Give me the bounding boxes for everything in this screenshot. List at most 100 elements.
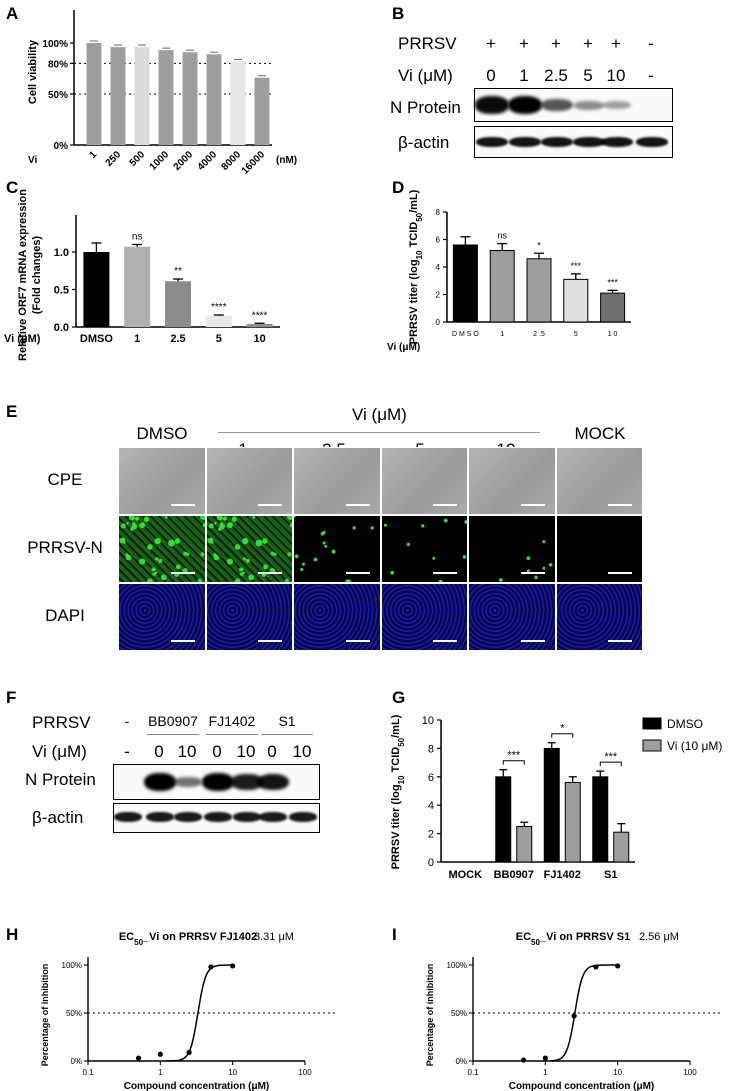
panel-d-ytick-label: 8 [436, 208, 441, 217]
panel-f-actin-band [174, 812, 202, 822]
panel-e-scale-bar [345, 504, 370, 506]
panel-b-band1-label: N Protein [390, 98, 461, 117]
panel-h-xtick-label: 0.1 [82, 1068, 94, 1077]
panel-h-data-point [135, 1055, 142, 1061]
panel-d-chart: 8 6 4 2 0 PRRSV titer (log10 TCID50/mL) D M S … [387, 189, 631, 353]
panel-f-actin-band [289, 812, 317, 822]
panel-g-ytick-label: 6 [428, 772, 434, 784]
panel-h-data-point [230, 963, 236, 969]
panel-c-bar [205, 315, 232, 327]
panel-b-band2-label: β-actin [398, 133, 450, 152]
panel-g-sig-bracket [599, 761, 622, 767]
panel-d-xtick-label: 5 [574, 331, 578, 338]
panel-letter-a: A [6, 4, 19, 23]
panel-c-chart: 1.0 0.5 0.0 Relative ORF7 mRNA expression (F… [4, 189, 280, 361]
panel-b-n-band [508, 96, 542, 114]
panel-g-sig-label: * [560, 723, 565, 735]
panel-f-strain-label: BB0907 [148, 713, 198, 729]
panel-e-row-label: DAPI [45, 606, 85, 625]
panel-e-scale-bar [608, 504, 632, 506]
panel-g-ytick-label: 2 [428, 829, 434, 841]
panel-i-xtick-label: 0.1 [467, 1068, 479, 1077]
panel-a-bar [158, 50, 174, 145]
panel-f-n-band [231, 773, 263, 791]
panel-a-bar [86, 43, 102, 145]
panel-e-group-line [218, 432, 540, 433]
panel-e-column-header: MOCK [574, 424, 626, 443]
panel-f-actin-blot [113, 803, 320, 833]
panel-g-xtick-label: BB0907 [494, 869, 534, 881]
panel-e-scale-bar [345, 640, 370, 642]
panel-c-bar [246, 324, 273, 327]
panel-f-band2-label: β-actin [32, 808, 84, 827]
panel-b-actin-band [573, 137, 605, 147]
panel-g-ytick-label: 8 [428, 743, 434, 755]
panel-g-xtick-label: FJ1402 [544, 869, 581, 881]
panel-e-dapi-image [555, 583, 643, 651]
panel-a-ytick-label: 0% [54, 141, 69, 152]
panel-a-bar [134, 47, 150, 145]
panel-i-ytick-label: 0% [455, 1057, 467, 1066]
panel-g-ylabel: PRRSV titer (log10 TCID50/mL) [390, 714, 406, 869]
panel-a-xtick-label: 16000 [240, 149, 268, 177]
panel-b-prrsv-value: + [611, 34, 621, 53]
panel-g-sig-bracket [502, 760, 525, 765]
panel-i-ylabel: Percentage of inhibition [425, 964, 435, 1067]
panel-e-dapi-image [205, 583, 293, 651]
panel-a-xtick-label: 500 [128, 149, 148, 169]
panel-f-vi-value: 0 [154, 742, 164, 761]
panel-b-n-band [541, 98, 573, 112]
panel-h-xlabel: Compound concentration (μM) [124, 1081, 270, 1091]
panel-e-prrsv-n-image [468, 515, 556, 583]
panel-e-scale-bar [608, 640, 632, 642]
panel-i-ec50-value: 2.56 μM [639, 931, 679, 943]
panel-e-dapi-image [468, 583, 556, 651]
panel-f-strain-label: S1 [278, 713, 296, 729]
panel-e-scale-bar [345, 572, 370, 574]
panel-e-cpe-image [293, 447, 381, 515]
panel-a-ylabel: Cell viability [27, 39, 39, 104]
panel-e-dapi-image [380, 583, 468, 651]
panel-f-n-band [144, 773, 176, 791]
panel-c-xtick-label: 1 [134, 333, 140, 345]
panel-d-sig-label: * [537, 240, 541, 250]
panel-a-bar [254, 77, 270, 145]
panel-c-xtick-label: 2.5 [170, 333, 185, 345]
panel-letter-d: D [392, 178, 405, 197]
panel-d-xtick-label: 1 0 [608, 331, 618, 338]
panel-g-ytick-label: 10 [422, 715, 434, 727]
panel-d-ylabel: PRRSV titer (log10 TCID50/mL) [408, 189, 424, 344]
panel-i-xtick-label: 1 [543, 1068, 548, 1077]
panel-c-ytick-label: 1.0 [54, 247, 69, 259]
panel-g-bar [564, 781, 581, 863]
panel-b-vi-value: 1 [519, 66, 529, 85]
panel-letter-h: H [6, 925, 19, 944]
panel-e-column-header: DMSO [136, 424, 188, 443]
panel-i-data-point [542, 1055, 548, 1061]
panel-g-legend-label: DMSO [667, 717, 703, 731]
panel-i-xtick-label: 10 [613, 1068, 622, 1077]
panel-h-xtick-label: 10 [228, 1068, 237, 1077]
panel-f-band1-label: N Protein [25, 770, 96, 789]
panel-b-vi-value: 10 [606, 66, 626, 85]
panel-c-xprefix: Vi (μM) [4, 333, 41, 345]
panel-b-prrsv-value: + [486, 34, 496, 53]
panel-e-scale-bar [170, 504, 195, 506]
panel-f-vi-value: 10 [292, 742, 312, 761]
panel-d-xtick-label: D M S O [452, 331, 479, 338]
panel-f-row2-label: Vi (μM) [32, 742, 87, 761]
panel-e-scale-bar [258, 504, 282, 506]
panel-i-data-point [593, 964, 599, 970]
panel-b-actin-band [636, 137, 668, 147]
panel-d-sig-label: *** [607, 277, 618, 287]
panel-f-n-protein-blot [113, 764, 320, 800]
panel-i-xlabel: Compound concentration (μM) [509, 1081, 655, 1091]
panel-b-vi-value: 5 [583, 66, 593, 85]
panel-c-ylabel2: (Fold changes) [31, 236, 43, 315]
panel-g-ytick-label: 4 [428, 800, 434, 812]
panel-e-scale-bar [258, 572, 282, 574]
panel-e-row-label: PRRSV-N [27, 538, 103, 557]
panel-h-ytick-label: 0% [70, 1057, 82, 1066]
panel-e-dapi-image [118, 583, 206, 651]
panel-b-vi-value: 0 [486, 66, 496, 85]
